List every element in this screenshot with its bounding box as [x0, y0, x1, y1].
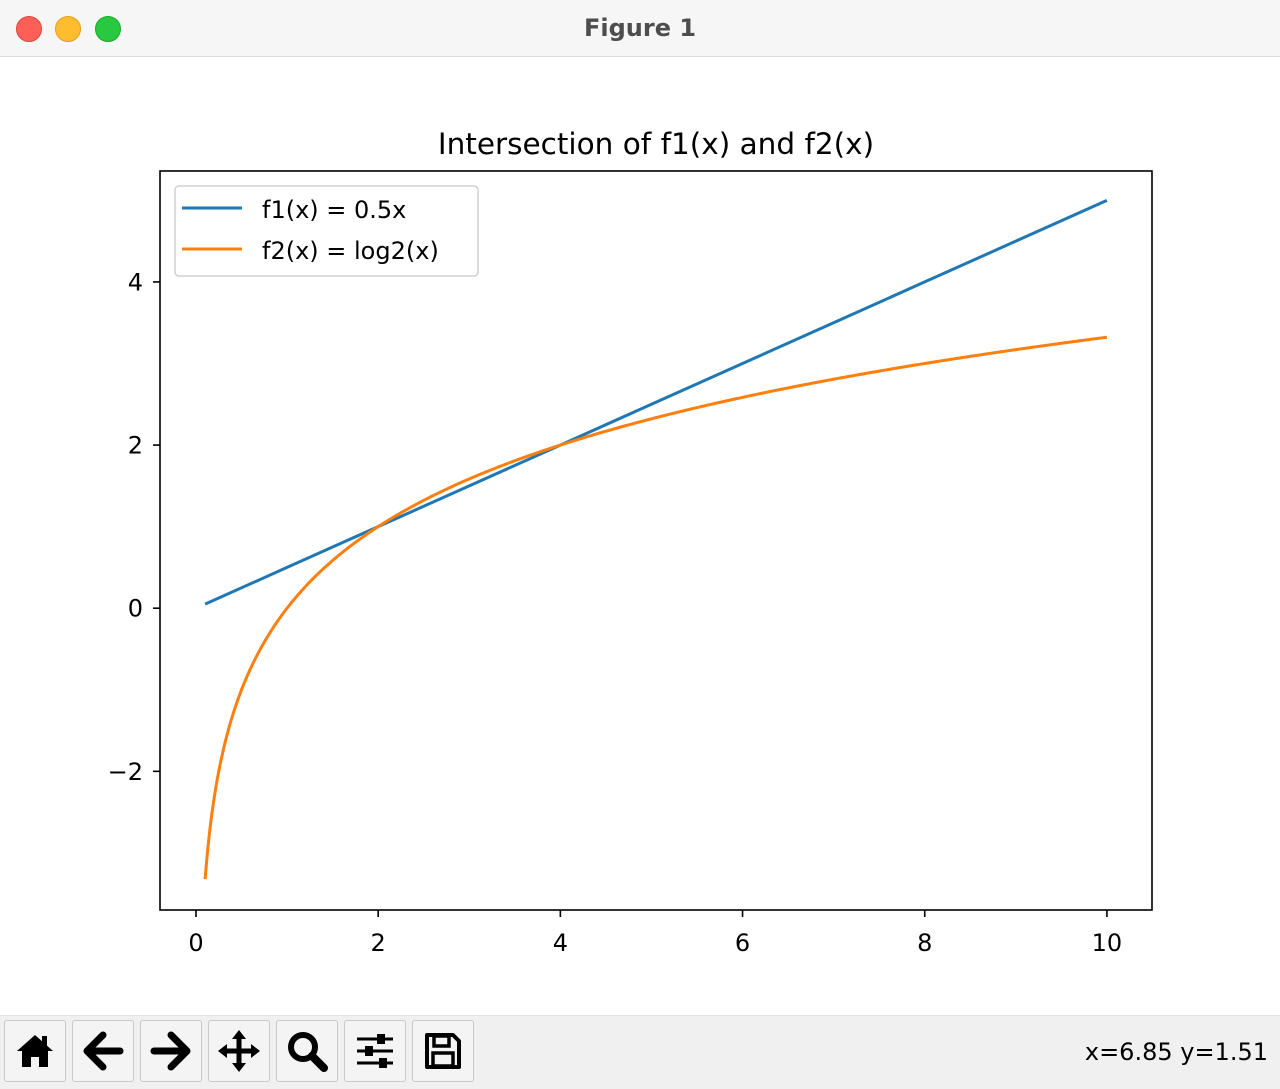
- x-tick-label: 2: [371, 929, 386, 957]
- x-tick-label: 0: [188, 929, 203, 957]
- legend: f1(x) = 0.5x f2(x) = log2(x): [174, 185, 479, 277]
- x-tick-label: 8: [917, 929, 932, 957]
- legend-label-f1: f1(x) = 0.5x: [262, 196, 406, 224]
- zoom-button[interactable]: [276, 1020, 338, 1082]
- x-tick-label: 10: [1092, 929, 1123, 957]
- navigation-toolbar: x=6.85 y=1.51: [0, 1015, 1280, 1089]
- arrow-left-icon: [83, 1031, 124, 1071]
- window-title: Figure 1: [583, 14, 697, 42]
- plot-area-frame: [159, 170, 1153, 911]
- x-tick-label: 4: [553, 929, 568, 957]
- chart-title: Intersection of f1(x) and f2(x): [438, 127, 874, 161]
- back-button[interactable]: [72, 1020, 134, 1082]
- chart[interactable]: 0 2 4 6 8 10 −2 0 2 4 Intersection of f1(x) and f…: [0, 57, 1280, 1015]
- series-line-2: [203, 335, 1108, 880]
- move-icon: [218, 1030, 260, 1072]
- legend-label-f2: f2(x) = log2(x): [262, 237, 439, 265]
- home-icon: [17, 1035, 53, 1067]
- pan-button[interactable]: [208, 1020, 270, 1082]
- figure-canvas[interactable]: 0 2 4 6 8 10 −2 0 2 4 Intersection of f1(x) and f…: [0, 57, 1280, 1015]
- maximize-window-button[interactable]: [95, 16, 121, 42]
- close-window-button[interactable]: [16, 16, 42, 42]
- minimize-window-button[interactable]: [55, 16, 81, 42]
- y-tick-label: −2: [108, 758, 143, 786]
- x-tick-label: 6: [735, 929, 750, 957]
- legend-frame: [174, 185, 479, 277]
- save-button[interactable]: [412, 1020, 474, 1082]
- floppy-disk-icon: [425, 1033, 461, 1069]
- series-line-1: [204, 198, 1108, 606]
- magnifier-icon: [288, 1032, 328, 1072]
- y-tick-label: 0: [128, 595, 143, 623]
- y-tick-label: 2: [128, 432, 143, 460]
- cursor-coordinates: x=6.85 y=1.51: [1084, 1038, 1268, 1066]
- y-tick-label: 4: [128, 268, 143, 296]
- window-titlebar: Figure 1: [0, 0, 1280, 57]
- arrow-right-icon: [150, 1031, 191, 1071]
- home-button[interactable]: [4, 1020, 66, 1082]
- configure-subplots-button[interactable]: [344, 1020, 406, 1082]
- forward-button[interactable]: [140, 1020, 202, 1082]
- sliders-icon: [357, 1034, 393, 1068]
